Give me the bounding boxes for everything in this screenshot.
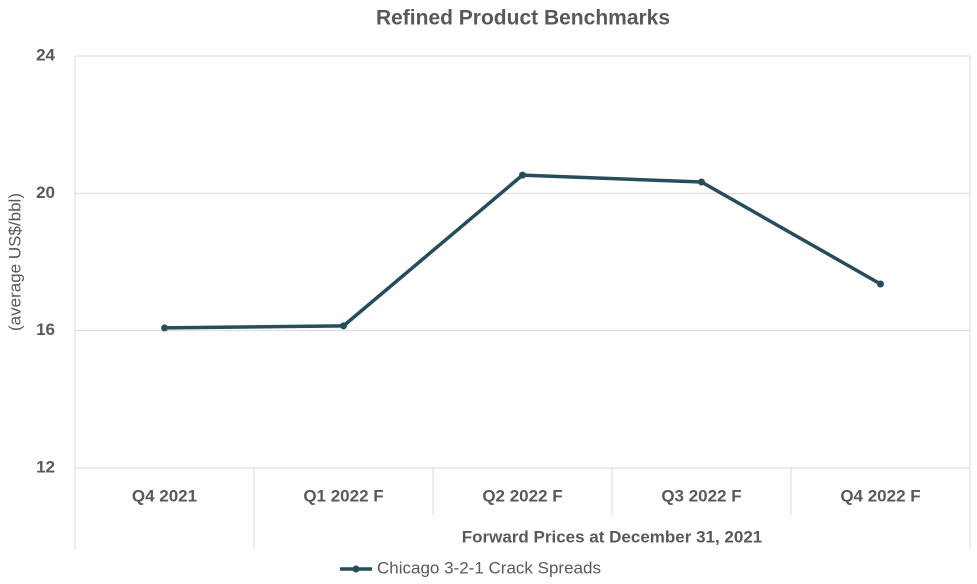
x-group-label: Forward Prices at December 31, 2021 [462,527,763,546]
x-tick-label: Q4 2022 F [840,486,920,505]
data-point [698,178,705,186]
y-tick-label: 12 [36,457,55,476]
chart-title: Refined Product Benchmarks [376,7,670,30]
x-tick-label: Q4 2021 [132,486,197,505]
x-tick-label: Q1 2022 F [303,486,383,505]
x-tick-label: Q3 2022 F [661,486,741,505]
legend-label: Chicago 3-2-1 Crack Spreads [377,558,601,577]
data-point [340,322,347,330]
data-point [161,324,168,332]
y-tick-label: 16 [36,320,55,339]
y-tick-label: 24 [36,45,55,64]
legend-marker [352,565,360,573]
x-tick-label: Q2 2022 F [482,486,562,505]
data-point [519,171,526,179]
data-point [877,280,884,288]
series-line [164,173,882,330]
y-tick-label: 20 [36,183,55,202]
y-axis-label: (average US$/bbl) [5,193,24,331]
